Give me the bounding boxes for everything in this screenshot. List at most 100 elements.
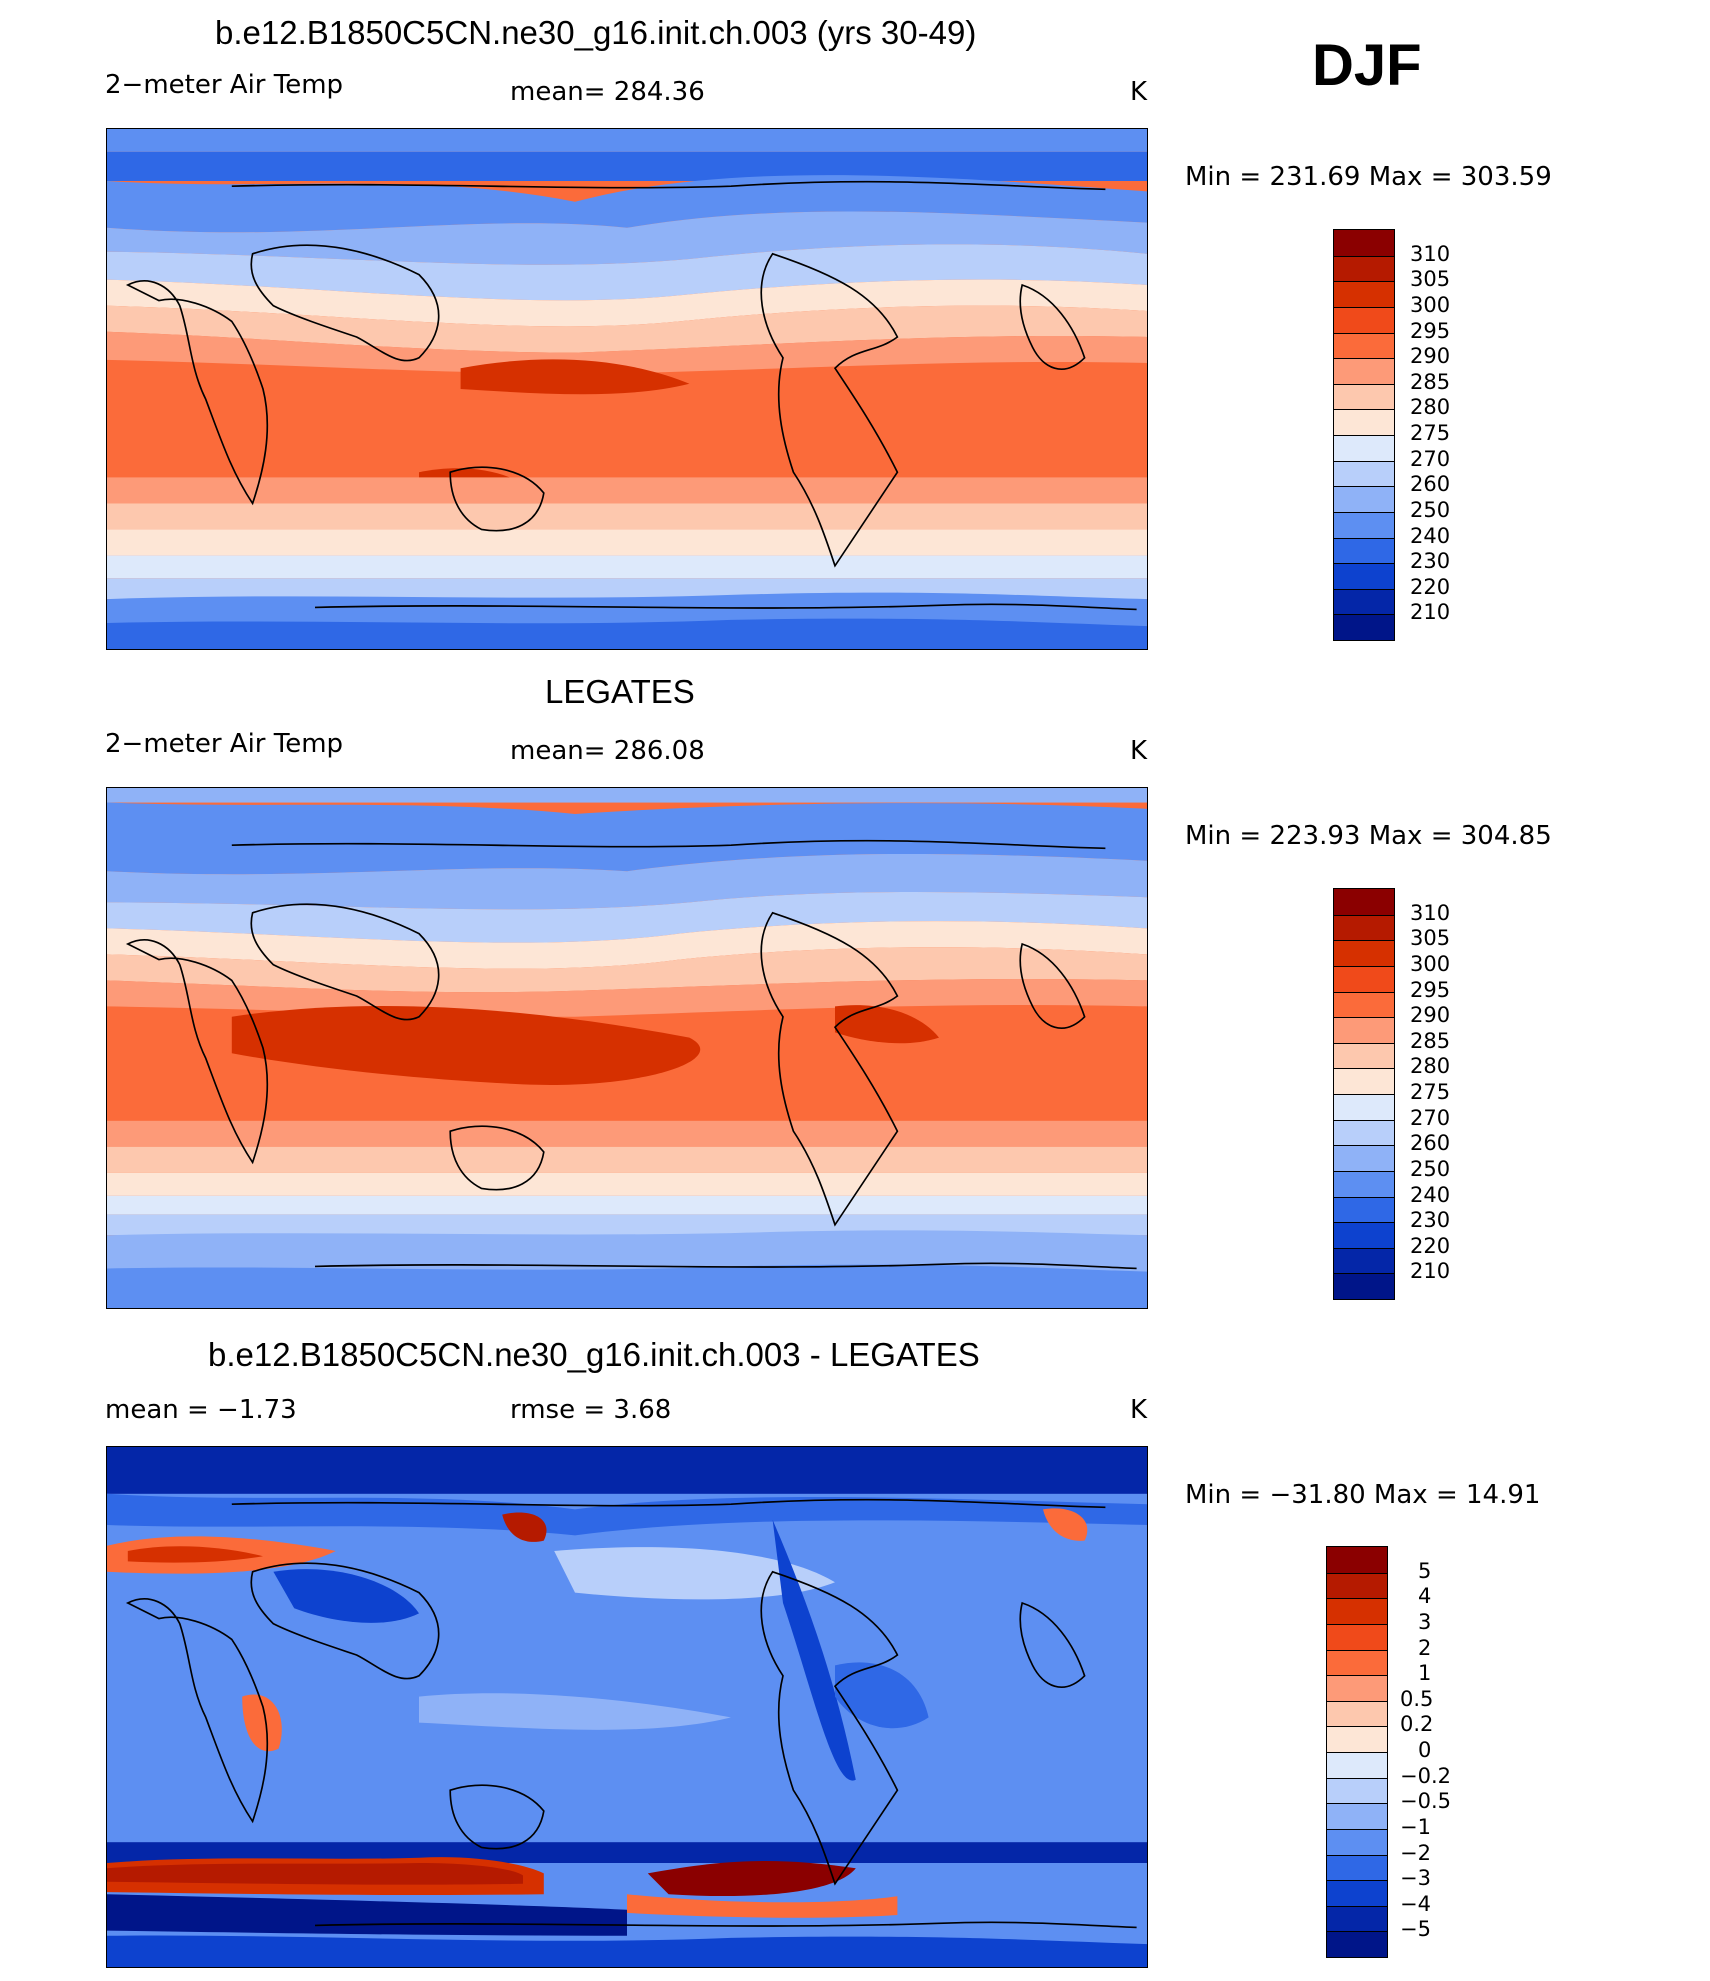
colorbar-tick-label: 210 <box>1410 600 1451 625</box>
colorbar-tick-label: −4 <box>1400 1891 1431 1916</box>
colorbar-tick-label: 4 <box>1418 1584 1432 1609</box>
colorbar-swatch <box>1334 511 1394 538</box>
colorbar-swatch <box>1334 383 1394 410</box>
colorbar-tick-label: 2 <box>1418 1635 1432 1660</box>
colorbar-tick-label: −2 <box>1400 1840 1431 1865</box>
colorbar-tick-label: 300 <box>1410 951 1451 976</box>
panel-3-map <box>106 1446 1148 1968</box>
panel-2-colorbar <box>1333 888 1395 1300</box>
colorbar-tick-label: 5 <box>1418 1558 1432 1583</box>
colorbar-swatch <box>1334 409 1394 435</box>
panel-3-mean-label: mean = −1.73 <box>105 1395 297 1425</box>
panel-3-units-label: K <box>1130 1395 1148 1425</box>
colorbar-tick-label: 260 <box>1410 1131 1451 1156</box>
colorbar-tick-label: 270 <box>1410 1105 1451 1130</box>
colorbar-swatch <box>1334 914 1394 941</box>
colorbar-swatch <box>1334 332 1394 359</box>
colorbar-tick-label: 230 <box>1410 549 1451 574</box>
colorbar-swatch <box>1334 1068 1394 1094</box>
panel-3-minmax-label: Min = −31.80 Max = 14.91 <box>1185 1480 1541 1510</box>
colorbar-swatch <box>1334 991 1394 1018</box>
colorbar-swatch <box>1334 965 1394 992</box>
panel-1-map-plot <box>107 129 1147 649</box>
colorbar-swatch <box>1334 435 1394 461</box>
colorbar-tick-label: 290 <box>1410 1003 1451 1028</box>
panel-3-colorbar-labels: 5 4 3 2 1 0.5 0.2 0 −0.2 −0.5 −1 −2 −3 −4 −5 <box>1400 1546 1490 1958</box>
panel-1-title: b.e12.B1850C5CN.ne30_g16.init.ch.003 (yr… <box>215 14 977 51</box>
panel-2-mean-label: mean= 286.08 <box>510 736 705 766</box>
colorbar-swatch <box>1334 230 1394 256</box>
colorbar-swatch <box>1334 255 1394 282</box>
colorbar-tick-label: −5 <box>1400 1917 1431 1942</box>
panel-1-colorbar <box>1333 229 1395 641</box>
colorbar-swatch <box>1327 1828 1387 1855</box>
colorbar-tick-label: 310 <box>1410 241 1451 266</box>
colorbar-tick-label: 285 <box>1410 1028 1451 1053</box>
panel-2-map-plot <box>107 788 1147 1308</box>
panel-1-variable-label: 2−meter Air Temp <box>105 70 344 100</box>
colorbar-swatch <box>1327 1777 1387 1804</box>
colorbar-swatch <box>1327 1854 1387 1881</box>
colorbar-swatch <box>1334 889 1394 915</box>
colorbar-swatch <box>1334 588 1394 615</box>
colorbar-tick-label: 250 <box>1410 497 1451 522</box>
colorbar-tick-label: 220 <box>1410 1233 1451 1258</box>
colorbar-tick-label: −1 <box>1400 1814 1431 1839</box>
colorbar-tick-label: 290 <box>1410 344 1451 369</box>
colorbar-tick-label: 0.5 <box>1400 1686 1434 1711</box>
colorbar-tick-label: 280 <box>1410 1054 1451 1079</box>
colorbar-swatch <box>1334 460 1394 487</box>
colorbar-swatch <box>1327 1623 1387 1650</box>
colorbar-swatch <box>1334 1273 1394 1299</box>
colorbar-tick-label: 0 <box>1418 1738 1432 1762</box>
colorbar-swatch <box>1334 1042 1394 1069</box>
colorbar-swatch <box>1334 563 1394 589</box>
colorbar-tick-label: −0.5 <box>1400 1789 1451 1814</box>
colorbar-swatch <box>1334 537 1394 564</box>
colorbar-tick-label: 280 <box>1410 395 1451 420</box>
season-label: DJF <box>1312 33 1422 98</box>
colorbar-tick-label: 240 <box>1410 1182 1451 1207</box>
colorbar-tick-label: 1 <box>1418 1661 1432 1686</box>
colorbar-swatch <box>1334 1094 1394 1120</box>
colorbar-tick-label: −0.2 <box>1400 1763 1451 1788</box>
colorbar-swatch <box>1334 1170 1394 1197</box>
colorbar-swatch <box>1327 1752 1387 1778</box>
panel-1-map <box>106 128 1148 650</box>
panel-2-units-label: K <box>1130 736 1148 766</box>
panel-3-rmse-label: rmse = 3.68 <box>510 1395 672 1425</box>
colorbar-tick-label: 300 <box>1410 292 1451 317</box>
panel-3-title: b.e12.B1850C5CN.ne30_g16.init.ch.003 - L… <box>208 1336 980 1373</box>
panel-3-map-plot <box>107 1447 1147 1967</box>
colorbar-swatch <box>1334 358 1394 384</box>
colorbar-swatch <box>1334 1247 1394 1274</box>
panel-1-minmax-label: Min = 231.69 Max = 303.59 <box>1185 162 1552 192</box>
colorbar-swatch <box>1334 614 1394 640</box>
panel-2-colorbar-labels: 310 305 300 295 290 285 280 275 270 260 250 240 230 2… <box>1410 888 1490 1300</box>
panel-2-map <box>106 787 1148 1309</box>
colorbar-tick-label: −3 <box>1400 1866 1431 1891</box>
colorbar-swatch <box>1334 1017 1394 1043</box>
colorbar-swatch <box>1334 486 1394 512</box>
colorbar-tick-label: 275 <box>1410 1080 1451 1104</box>
colorbar-tick-label: 3 <box>1418 1609 1432 1634</box>
colorbar-tick-label: 270 <box>1410 446 1451 471</box>
colorbar-swatch <box>1334 1119 1394 1146</box>
colorbar-swatch <box>1334 1145 1394 1171</box>
colorbar-swatch <box>1327 1931 1387 1957</box>
colorbar-tick-label: 250 <box>1410 1156 1451 1181</box>
colorbar-swatch <box>1327 1880 1387 1906</box>
colorbar-tick-label: 285 <box>1410 369 1451 394</box>
colorbar-tick-label: 210 <box>1410 1259 1451 1284</box>
colorbar-swatch <box>1334 281 1394 307</box>
colorbar-tick-label: 295 <box>1410 318 1451 343</box>
colorbar-swatch <box>1327 1547 1387 1573</box>
colorbar-tick-label: 260 <box>1410 472 1451 497</box>
panel-2-variable-label: 2−meter Air Temp <box>105 729 344 759</box>
colorbar-swatch <box>1327 1598 1387 1624</box>
colorbar-tick-label: 230 <box>1410 1208 1451 1233</box>
colorbar-swatch <box>1327 1572 1387 1599</box>
colorbar-tick-label: 0.2 <box>1400 1712 1434 1737</box>
colorbar-tick-label: 240 <box>1410 523 1451 548</box>
colorbar-swatch <box>1327 1649 1387 1676</box>
